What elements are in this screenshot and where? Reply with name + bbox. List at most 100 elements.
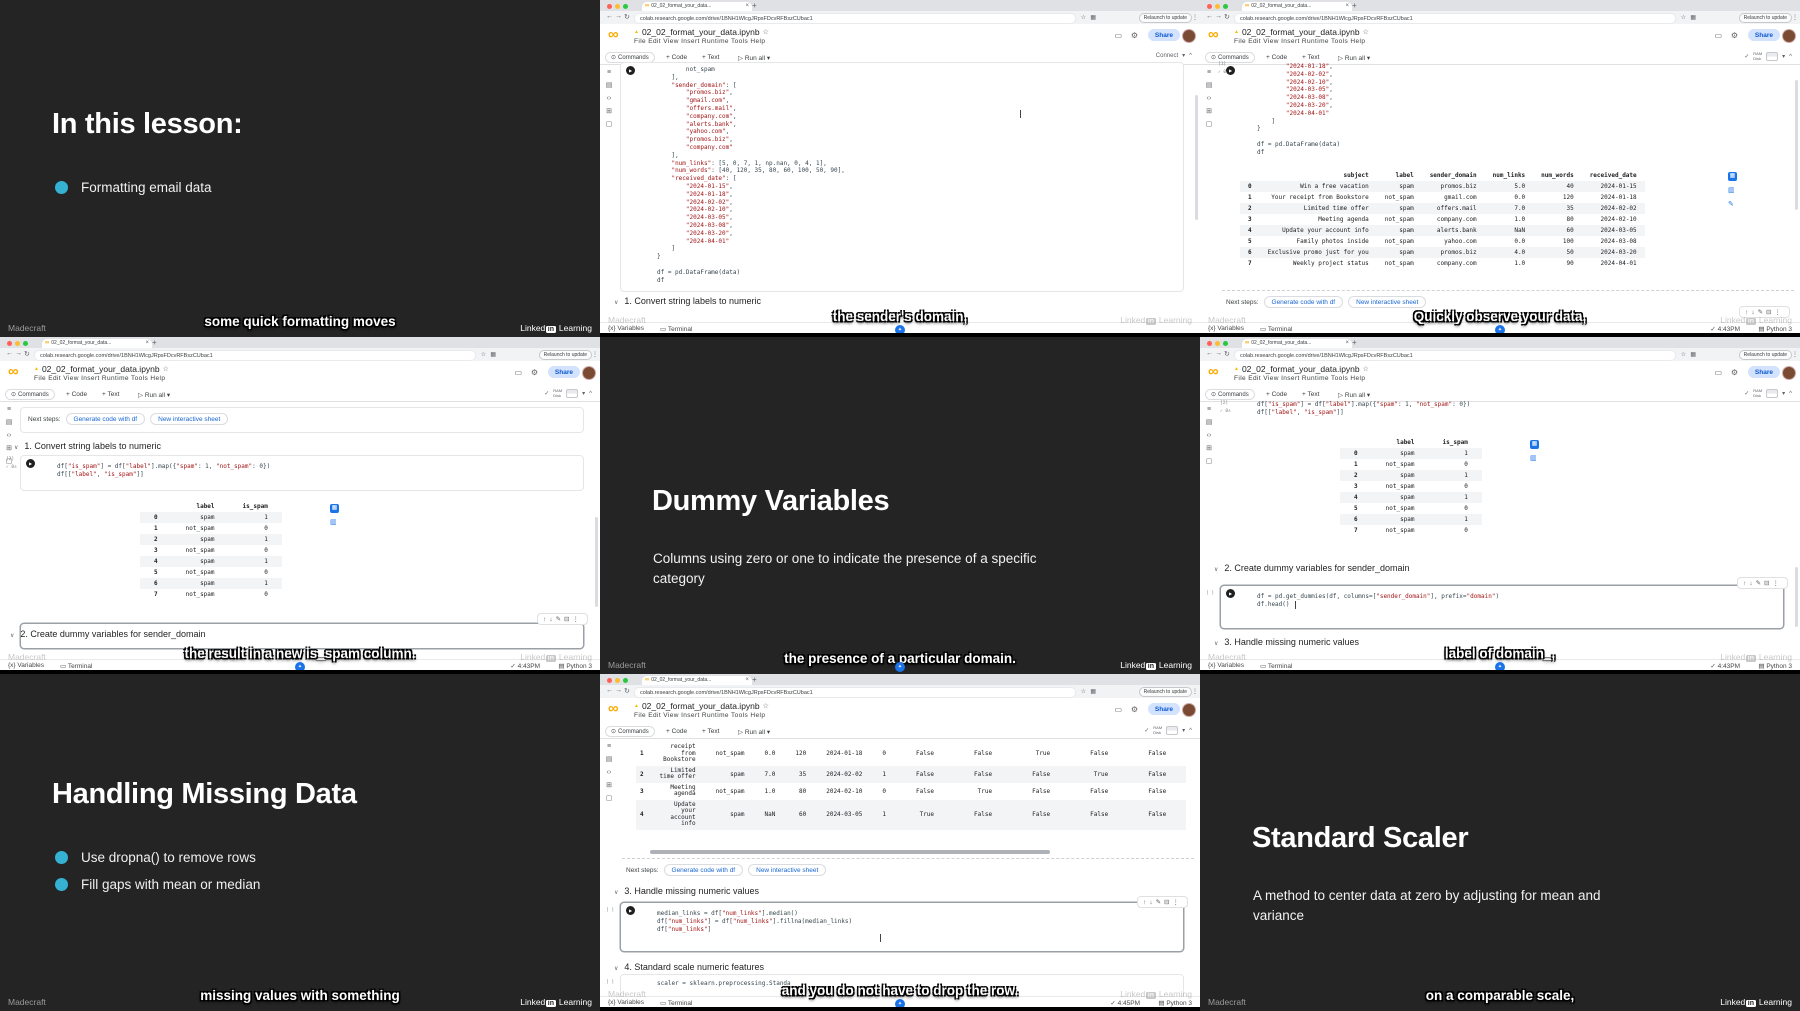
colab-logo[interactable]: ∞ [608, 700, 619, 717]
commands-button[interactable]: ⊙ Commands [605, 726, 655, 737]
horizontal-scrollbar[interactable] [650, 850, 1050, 854]
menu-bar[interactable]: File Edit View Insert Runtime Tools Help [1234, 375, 1366, 382]
colab-logo[interactable]: ∞ [8, 363, 19, 380]
kernel-indicator[interactable]: ▤ Python 3 [1758, 663, 1792, 670]
terminal-button[interactable]: ▭ Terminal [660, 1000, 693, 1007]
minimize-window-button[interactable] [615, 677, 620, 683]
new-tab-button[interactable]: + [152, 338, 157, 347]
dropdown-icon[interactable]: ▾ [582, 391, 586, 397]
generate-code-chip[interactable]: Generate code with df [65, 413, 146, 425]
collapse-icon[interactable]: ^ [589, 390, 592, 397]
browser-tab[interactable]: ∞ 02_02_format_your_data... × [1242, 338, 1352, 348]
vertical-scrollbar[interactable] [1195, 95, 1198, 220]
variables-button[interactable]: {x} Variables [1208, 325, 1245, 332]
browser-tab[interactable]: ∞ 02_02_format_your_data... × [42, 338, 152, 348]
gemini-spark-icon[interactable]: ✦ [295, 662, 305, 672]
comments-icon[interactable]: ▭ [1114, 705, 1122, 714]
gemini-spark-icon[interactable]: ✦ [1495, 325, 1505, 335]
zoom-window-button[interactable] [23, 340, 28, 346]
files-icon[interactable]: ▢ [605, 795, 613, 802]
add-code-button[interactable]: + Code [666, 53, 688, 61]
collapse-icon[interactable]: ^ [1789, 390, 1792, 397]
add-text-button[interactable]: + Text [1302, 390, 1320, 398]
files-icon[interactable]: ▢ [1205, 458, 1213, 465]
interactive-table-icon[interactable]: ▦ [1728, 172, 1737, 181]
zoom-window-button[interactable] [623, 677, 628, 683]
find-replace-icon[interactable]: ▤ [1205, 82, 1213, 89]
back-icon[interactable]: ← [606, 13, 613, 20]
browser-menu-icon[interactable]: ⋮ [1792, 14, 1798, 21]
gemini-spark-icon[interactable]: ✦ [895, 325, 905, 335]
code-cell[interactable] [20, 455, 584, 491]
find-replace-icon[interactable]: ▤ [605, 82, 613, 89]
new-tab-button[interactable]: + [1352, 1, 1357, 10]
notebook-title[interactable]: ▲ 02_02_format_your_data.ipynb ☆ [1234, 364, 1369, 374]
selected-markdown-cell[interactable] [20, 623, 584, 649]
close-window-button[interactable] [1207, 340, 1212, 346]
comments-icon[interactable]: ▭ [1714, 368, 1722, 377]
zoom-window-button[interactable] [1223, 340, 1228, 346]
close-window-button[interactable] [607, 677, 612, 683]
collapse-chevron-icon[interactable]: ∨ [614, 300, 619, 306]
commands-button[interactable]: ⊙ Commands [1205, 389, 1255, 400]
comments-icon[interactable]: ▭ [514, 368, 522, 377]
url-input[interactable]: colab.research.google.com/drive/1BNH1Wlc… [34, 350, 476, 361]
reload-icon[interactable]: ↻ [1224, 351, 1230, 358]
section-heading[interactable]: ∨ 4. Standard scale numeric features [614, 962, 764, 972]
add-text-button[interactable]: + Text [702, 727, 720, 735]
bookmark-star-icon[interactable]: ☆ [1680, 14, 1686, 21]
settings-gear-icon[interactable]: ⚙ [1130, 31, 1138, 40]
minimize-window-button[interactable] [615, 3, 620, 9]
account-avatar[interactable] [582, 366, 596, 380]
code-cell[interactable] [620, 62, 1184, 292]
tab-groups-icon[interactable]: ▦ [1090, 688, 1096, 695]
run-all-button[interactable]: ▷ Run all ▾ [738, 54, 771, 62]
browser-menu-icon[interactable]: ⋮ [592, 351, 598, 358]
back-icon[interactable]: ← [1206, 350, 1213, 357]
generate-code-chip[interactable]: Generate code with df [1263, 296, 1344, 308]
toc-icon[interactable]: ≡ [606, 743, 612, 750]
collapse-icon[interactable]: ^ [1789, 53, 1792, 60]
star-icon[interactable]: ☆ [762, 29, 769, 36]
variables-panel-icon[interactable]: ⊞ [6, 445, 12, 452]
browser-menu-icon[interactable]: ⋮ [1792, 351, 1798, 358]
menu-bar[interactable]: File Edit View Insert Runtime Tools Help [634, 712, 766, 719]
reload-icon[interactable]: ↻ [624, 14, 630, 21]
code-snippets-icon[interactable]: ‹› [1206, 432, 1212, 439]
variables-button[interactable]: {x} Variables [608, 999, 645, 1006]
selected-code-cell[interactable] [1220, 585, 1784, 629]
run-cell-button[interactable]: ▶ [26, 459, 35, 468]
section-heading[interactable]: ∨ 2. Create dummy variables for sender_do… [10, 629, 206, 639]
tab-close-icon[interactable]: × [1345, 3, 1349, 10]
comments-icon[interactable]: ▭ [1714, 31, 1722, 40]
new-tab-button[interactable]: + [752, 1, 757, 10]
selected-code-cell[interactable] [620, 902, 1184, 952]
find-replace-icon[interactable]: ▤ [1205, 419, 1213, 426]
code-editor[interactable]: df = pd.get_dummies(df, columns=["sender… [1257, 593, 1500, 608]
settings-gear-icon[interactable]: ⚙ [1730, 368, 1738, 377]
run-all-button[interactable]: ▷ Run all ▾ [738, 728, 771, 736]
reload-icon[interactable]: ↻ [24, 351, 30, 358]
url-input[interactable]: colab.research.google.com/drive/1BNH1Wlc… [634, 687, 1076, 698]
star-icon[interactable]: ☆ [1362, 366, 1369, 373]
settings-gear-icon[interactable]: ⚙ [1130, 705, 1138, 714]
account-avatar[interactable] [1182, 703, 1196, 717]
add-code-button[interactable]: + Code [1266, 53, 1288, 61]
ram-disk-indicator[interactable]: RAM Disk [1753, 51, 1763, 61]
gemini-spark-icon[interactable]: ✦ [1495, 662, 1505, 672]
add-text-button[interactable]: + Text [702, 53, 720, 61]
dropdown-icon[interactable]: ▾ [1182, 728, 1186, 734]
code-editor[interactable]: df["is_spam"] = df["label"].map({"spam":… [1257, 401, 1471, 416]
commands-button[interactable]: ⊙ Commands [5, 389, 55, 400]
add-text-button[interactable]: + Text [102, 390, 120, 398]
notebook-title[interactable]: ▲ 02_02_format_your_data.ipynb ☆ [34, 364, 169, 374]
code-snippets-icon[interactable]: ‹› [606, 95, 612, 102]
terminal-button[interactable]: ▭ Terminal [1260, 326, 1293, 333]
code-editor[interactable]: "2024-01-18", "2024-02-02", "2024-02-10"… [1257, 63, 1341, 156]
notebook-title[interactable]: ▲ 02_02_format_your_data.ipynb ☆ [634, 701, 769, 711]
tab-close-icon[interactable]: × [745, 677, 749, 684]
browser-tab[interactable]: ∞ 02_02_format_your_data... × [642, 1, 752, 11]
minimize-window-button[interactable] [1215, 340, 1220, 346]
ram-disk-indicator[interactable]: RAM Disk [553, 388, 563, 398]
collapse-icon[interactable]: ^ [1189, 727, 1192, 734]
